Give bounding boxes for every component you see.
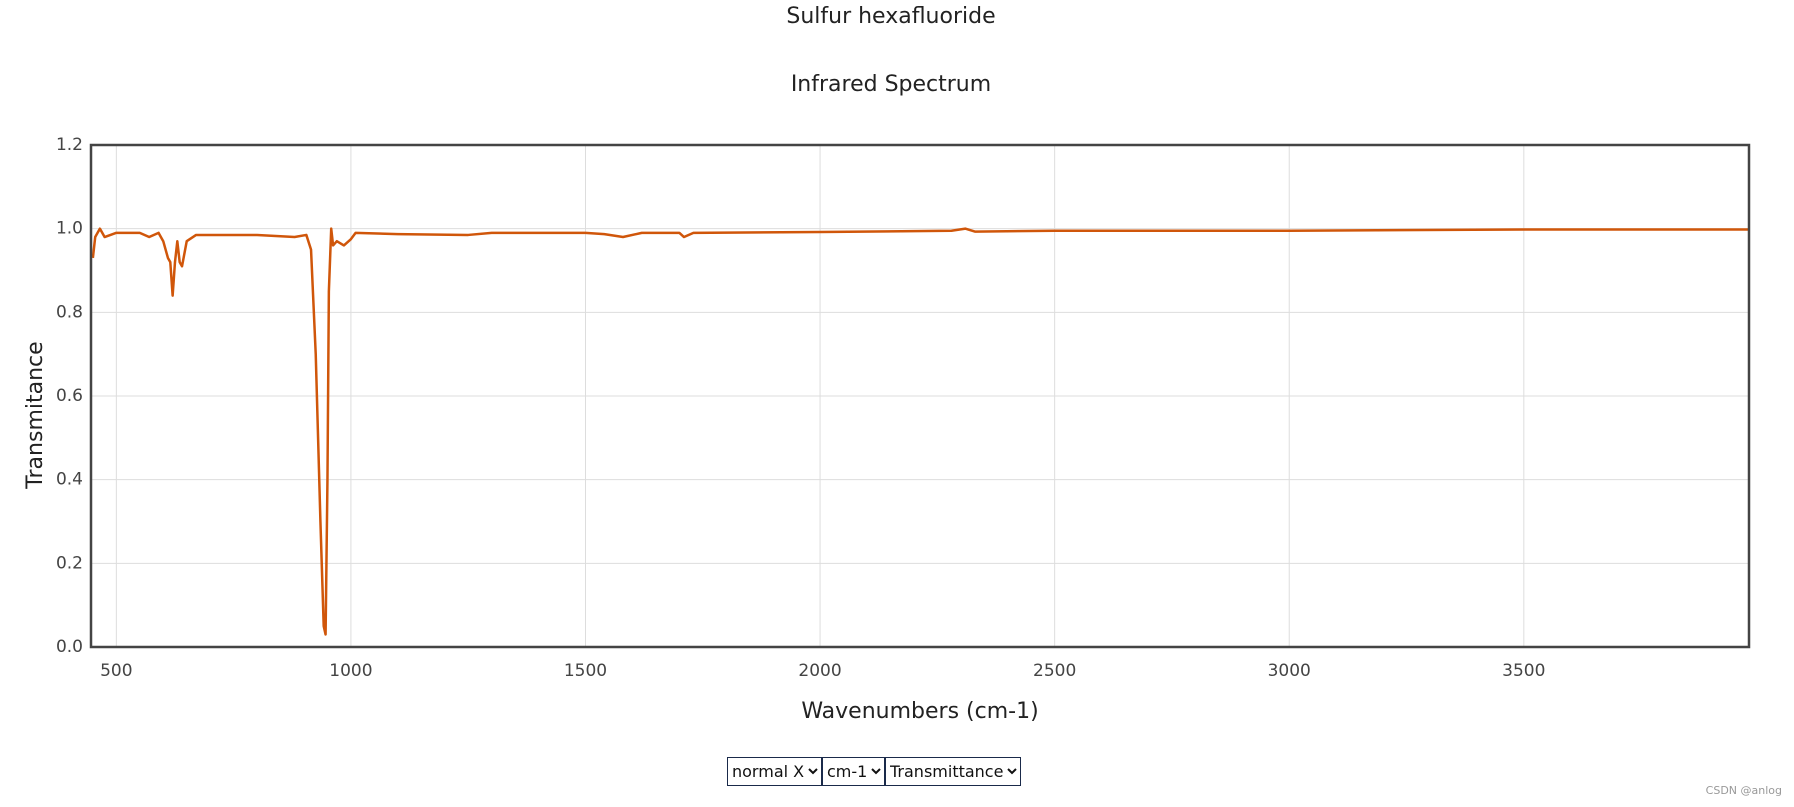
x-axis-label: Wavenumbers (cm-1) [801,699,1038,724]
y-tick-label: 0.6 [56,386,83,406]
x-tick-label: 1500 [564,661,607,681]
x-tick-label: 1000 [329,661,372,681]
y-tick-label: 0.2 [56,553,83,573]
dropdown[interactable]: cm-1 [822,757,885,786]
spectrum-line [91,227,1749,636]
dropdown[interactable]: normal X [727,757,822,786]
y-tick-label: 1.0 [56,219,83,239]
y-tick-label: 1.2 [56,135,83,155]
x-tick-label: 3000 [1268,661,1311,681]
y-tick-label: 0.8 [56,302,83,322]
y-tick-label: 0.0 [56,637,83,657]
chart-title: Sulfur hexafluoride [786,4,995,29]
chart: Sulfur hexafluoride Infrared Spectrum Wa… [23,4,1751,724]
x-tick-label: 500 [100,661,132,681]
y-tick-label: 0.4 [56,470,83,490]
y-axis-label: Transmitance [23,341,48,489]
chart-subtitle: Infrared Spectrum [791,72,991,97]
x-tick-label: 2000 [798,661,841,681]
watermark: CSDN @anlog [1705,784,1782,797]
dropdown[interactable]: Transmittance [885,757,1021,786]
plot-frame [89,143,1751,649]
x-tick-label: 3500 [1502,661,1545,681]
x-tick-label: 2500 [1033,661,1076,681]
